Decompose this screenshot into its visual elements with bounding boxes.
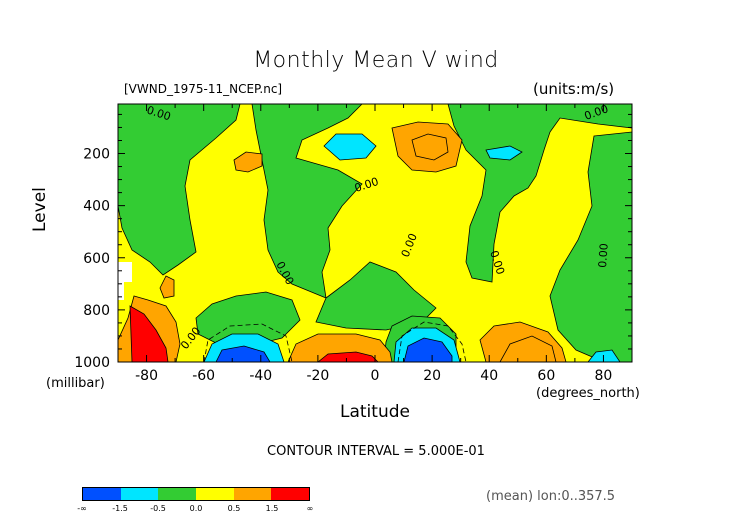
legend-tick-label: -∞ (77, 504, 87, 513)
axis-ticks (117, 104, 633, 363)
legend-tick-label: 1.5 (265, 504, 279, 513)
region-cyan-upper-nh (485, 145, 523, 161)
x-tick-label: -60 (192, 368, 215, 384)
filled-contours (118, 104, 632, 362)
contour-labels: 0.00 0.00 0.00 0.00 0.00 0.00 0.00 0.00 (145, 102, 611, 352)
mean-note: (mean) lon:0..357.5 (486, 489, 616, 504)
units-label: (units:m/s) (533, 80, 615, 98)
legend-tick-label: -1.5 (112, 504, 128, 513)
legend-tick-label: -0.5 (150, 504, 166, 513)
contour-line-dashed-nh (397, 321, 467, 362)
region-orange-upper (391, 121, 463, 173)
x-axis-unit: (degrees_north) (536, 386, 640, 401)
y-tick-labels: 200 400 600 800 1000 (74, 147, 110, 371)
region-green-sh-upper (118, 104, 241, 276)
y-tick-label: 1000 (74, 355, 110, 371)
y-tick-label: 400 (83, 199, 110, 215)
legend-swatch (120, 488, 159, 500)
color-legend (82, 487, 310, 501)
x-tick-label: -40 (249, 368, 272, 384)
legend-tick-label: 0.0 (189, 504, 203, 513)
x-tick-label: 0 (371, 368, 380, 384)
region-cyan-polar-surface (587, 349, 621, 362)
contour-interval-note: CONTOUR INTERVAL = 5.000E-01 (267, 444, 485, 459)
y-tick-label: 600 (83, 251, 110, 267)
x-tick-label: 20 (423, 368, 441, 384)
legend-swatch (158, 488, 197, 500)
x-tick-label: -20 (306, 368, 329, 384)
region-green-lower-equatorial (315, 261, 437, 331)
region-green-tropical-column (251, 104, 363, 299)
y-tick-label: 200 (83, 147, 110, 163)
region-green-sh-lower (195, 291, 301, 347)
region-orange-sh-upper (233, 151, 263, 173)
legend-swatch (83, 488, 121, 500)
contour-label: 0.00 (596, 243, 611, 268)
legend-swatch (271, 488, 310, 500)
legend-tick-label: ∞ (306, 504, 314, 513)
contour-line-upper-max (411, 133, 449, 161)
missing-data-b (118, 282, 124, 300)
x-tick-label: 40 (480, 368, 498, 384)
chart-title: Monthly Mean V wind (253, 48, 499, 73)
x-tick-label: 60 (537, 368, 555, 384)
contour-line-nh-surface (499, 335, 557, 362)
y-axis-unit: (millibar) (46, 376, 105, 391)
x-tick-labels: -80 -60 -40 -20 0 20 40 60 80 (135, 368, 612, 384)
region-cyan-upper-tropics (323, 133, 377, 161)
region-blue-sh-surface (215, 345, 271, 362)
legend-swatch (196, 488, 234, 500)
region-orange-nh-surface (479, 321, 567, 362)
legend-tick-label: 0.5 (227, 504, 241, 513)
x-tick-label: 80 (595, 368, 613, 384)
missing-data-a (118, 262, 132, 282)
x-axis-label: Latitude (340, 402, 410, 422)
region-red-equatorial (317, 351, 379, 362)
legend-swatch (233, 488, 272, 500)
y-axis-label: Level (30, 187, 50, 232)
region-red-sh-polar (129, 305, 169, 362)
y-tick-label: 800 (83, 303, 110, 319)
contour-line-dashed-sh (203, 323, 293, 362)
region-blue-nh-surface (403, 337, 453, 362)
region-green-nh-polar (549, 131, 632, 362)
file-label: [VWND_1975-11_NCEP.nc] (124, 82, 283, 96)
region-orange-small (159, 275, 175, 299)
x-tick-label: -80 (135, 368, 158, 384)
